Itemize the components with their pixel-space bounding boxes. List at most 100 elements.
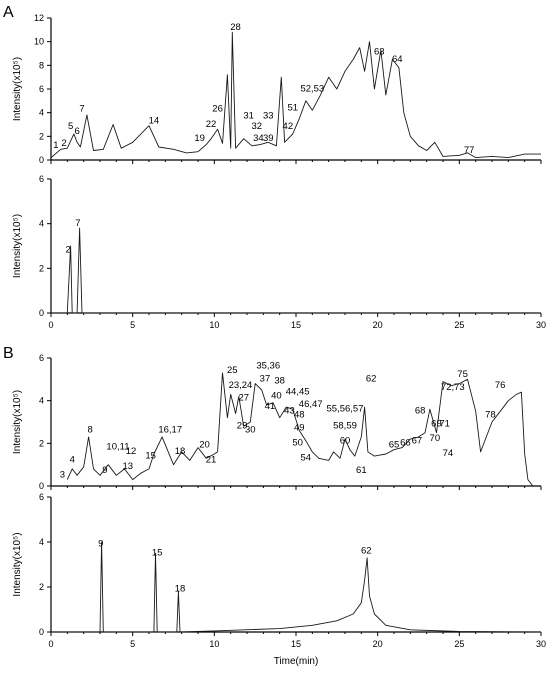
peak-label: 12 [126,446,137,457]
x-tick-label: 15 [291,320,301,330]
peak-label: 43 [284,405,295,416]
peak-label: 62 [361,545,372,556]
peak-label: 6 [74,126,79,137]
peak-label: 40 [271,391,282,402]
y-tick-label: 0 [39,308,44,318]
y-tick-label: 8 [39,60,44,70]
x-tick-label: 0 [48,320,53,330]
y-tick-label: 2 [39,131,44,141]
x-tick-label: 10 [209,639,219,649]
peak-label: 20 [199,440,210,451]
chromatogram-trace [51,541,542,633]
peak-label: 35,36 [256,361,280,372]
y-tick-label: 10 [34,37,44,47]
peak-label: 21 [206,455,217,466]
chromatogram-trace [66,372,534,487]
peak-label: 64 [392,54,403,65]
peak-label: 55,56,57 [327,403,364,414]
y-tick-label: 4 [39,537,44,547]
peak-label: 7 [75,218,80,229]
chart-b1: 0246Intensity(x10⁵)348910,1112131516,171… [12,353,542,491]
y-tick-label: 12 [34,13,44,23]
peak-label: 62 [366,373,377,384]
peak-label: 61 [356,465,367,476]
peak-label: 3 [60,469,65,480]
y-tick-label: 2 [39,582,44,592]
peak-label: 31 [243,111,254,122]
x-tick-label: 5 [130,320,135,330]
peak-label: 58,59 [333,420,357,431]
peak-label: 74 [443,448,454,459]
peak-label: 27 [238,393,249,404]
peak-label: 70 [430,433,441,444]
peak-label: 4 [70,455,75,466]
peak-label: 76 [495,380,506,391]
peak-label: 14 [149,115,160,126]
peak-label: 65 [389,440,400,451]
peak-label: 32 [252,121,263,132]
peak-label: 41 [265,401,276,412]
peak-label: 39 [263,133,274,144]
y-axis-title: Intensity(x10⁵) [12,57,23,121]
x-tick-label: 10 [209,320,219,330]
peak-label: 46,47 [299,399,323,410]
chromatogram-trace [51,227,541,314]
y-tick-label: 6 [39,492,44,502]
peak-label: 37 [260,373,271,384]
chart-b2: 0 2 4 6 0 5 10 15 20 25 30 Intensity(x10⁵) Time(min)… [12,492,546,667]
peak-label: 63 [374,47,385,58]
peak-label: 67 [412,435,423,446]
peak-label: 66 [400,437,411,448]
peak-label: 15 [152,548,163,559]
peak-label: 13 [122,461,133,472]
y-tick-label: 6 [39,353,44,363]
y-axis-title: Intensity(x10⁵) [12,214,23,278]
peak-label: 51 [287,102,298,113]
peak-label: 71 [439,418,450,429]
peak-label: 69 [431,418,442,429]
peak-label: 8 [88,425,93,436]
peak-label: 38 [274,376,285,387]
peak-label: 10,11 [106,442,129,453]
peak-label: 78 [485,410,496,421]
y-tick-label: 6 [39,84,44,94]
peak-label: 1 [53,140,58,151]
peak-label: 42 [283,121,294,132]
peak-label: 50 [292,437,303,448]
peak-label: 18 [175,584,186,595]
y-axis-title: Intensity(x10⁵) [12,532,23,596]
peak-label: 34 [253,133,264,144]
x-tick-label: 15 [291,639,301,649]
panel-label-a: A [3,4,14,21]
x-tick-label: 30 [536,639,546,649]
peak-label: 29 [237,420,248,431]
peak-label: 33 [263,111,274,122]
peak-label: 72,73 [441,382,465,393]
chromatogram-trace [50,31,541,159]
peak-label: 2 [66,245,71,256]
peak-label: 48 [294,410,305,421]
x-tick-label: 20 [373,639,383,649]
peak-label: 26 [212,103,223,114]
peak-label: 52,53 [300,83,324,94]
peak-label: 16,17 [158,425,182,436]
peak-label: 22 [206,119,217,130]
peak-label: 75 [457,369,468,380]
peak-label: 15 [145,450,156,461]
peak-label: 9 [98,539,103,550]
peak-label: 49 [294,423,305,434]
chart-a2: 0 2 4 6 0 5 10 15 20 25 30 Intensity(x10⁵) 2 7 [12,174,546,330]
peak-label: 5 [68,121,73,132]
y-tick-label: 0 [39,627,44,637]
peak-label: 7 [79,103,84,114]
peak-label: 30 [245,425,256,436]
peak-label: 18 [175,446,186,457]
x-axis-title: Time(min) [274,656,319,667]
peak-label: 23,24 [229,380,253,391]
y-tick-label: 2 [39,263,44,273]
x-tick-label: 25 [454,320,464,330]
peak-label: 68 [415,405,426,416]
y-tick-label: 4 [39,219,44,229]
